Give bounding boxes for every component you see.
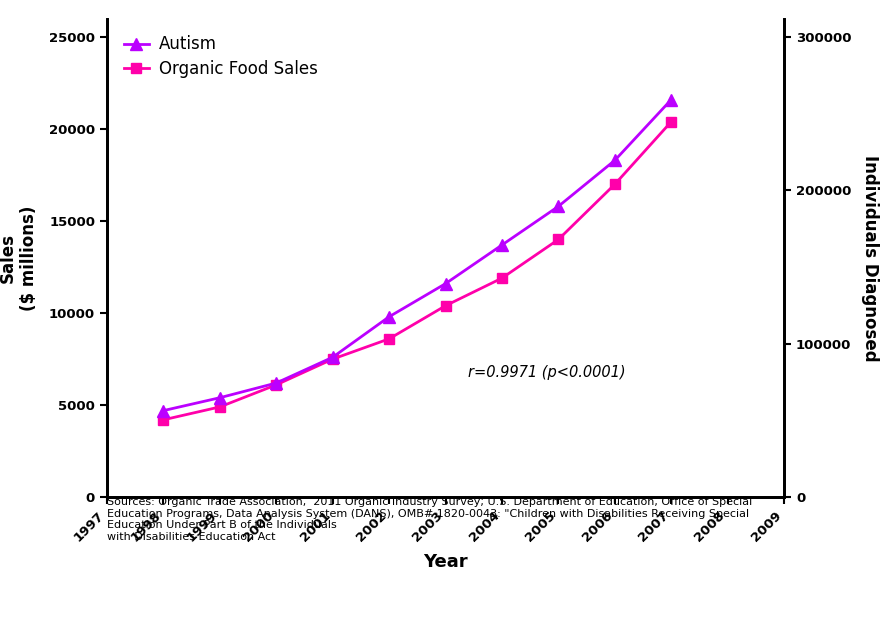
Autism: [215, 394, 225, 401]
Autism: [440, 280, 451, 287]
Y-axis label: Sales
($ millions): Sales ($ millions): [0, 205, 38, 311]
X-axis label: Year: Year: [423, 553, 468, 571]
Organic Food Sales: [440, 302, 451, 310]
Organic Food Sales: [215, 403, 225, 411]
Organic Food Sales: [271, 381, 282, 389]
Organic Food Sales: [609, 181, 620, 188]
Organic Food Sales: [666, 118, 676, 125]
Organic Food Sales: [553, 235, 564, 243]
Autism: [327, 353, 338, 361]
Autism: [384, 313, 395, 320]
Text: r=0.9971 (p<0.0001): r=0.9971 (p<0.0001): [469, 366, 625, 381]
Autism: [496, 241, 507, 249]
Line: Autism: Autism: [158, 94, 677, 416]
Autism: [666, 96, 676, 103]
Text: Sources: Organic Trade Association,  2011 Organic Industry Survey; U.S. Departme: Sources: Organic Trade Association, 2011…: [107, 497, 752, 542]
Autism: [609, 156, 620, 164]
Autism: [553, 202, 564, 210]
Autism: [158, 407, 168, 414]
Y-axis label: Individuals Diagnosed: Individuals Diagnosed: [862, 155, 879, 361]
Organic Food Sales: [496, 274, 507, 282]
Organic Food Sales: [384, 335, 395, 343]
Autism: [271, 379, 282, 387]
Organic Food Sales: [327, 355, 338, 363]
Organic Food Sales: [158, 416, 168, 424]
Line: Organic Food Sales: Organic Food Sales: [159, 117, 676, 425]
Legend: Autism, Organic Food Sales: Autism, Organic Food Sales: [115, 27, 326, 87]
